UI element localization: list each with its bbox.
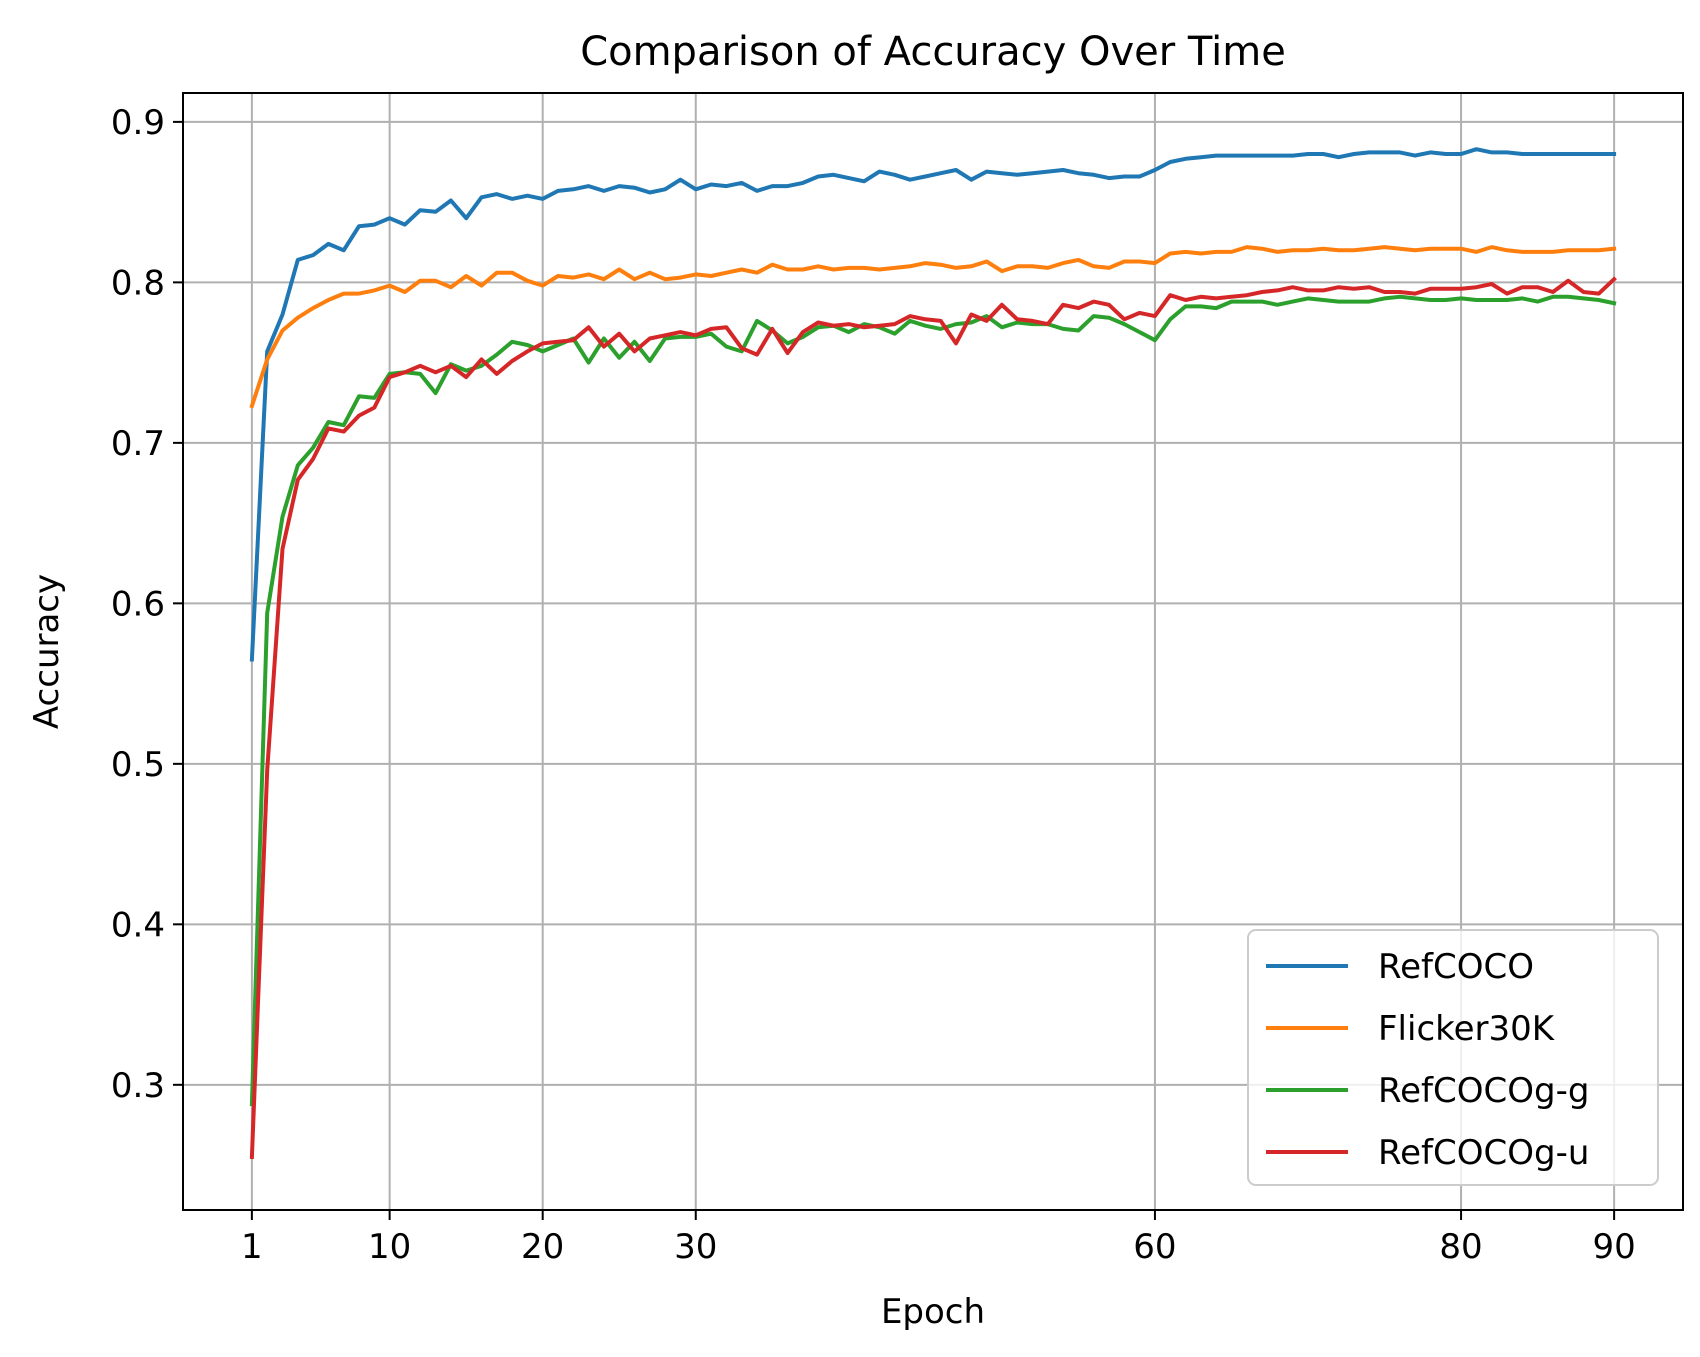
x-tick-label: 1 xyxy=(241,1227,263,1267)
x-tick-label: 20 xyxy=(521,1227,564,1267)
legend-label: RefCOCOg-u xyxy=(1378,1133,1589,1173)
legend-label: RefCOCO xyxy=(1378,947,1534,987)
y-tick-label: 0.3 xyxy=(111,1066,165,1106)
series-line-refcoco xyxy=(249,147,1617,662)
series-line-refcocog-u xyxy=(249,276,1617,1160)
x-tick-label: 10 xyxy=(368,1227,411,1267)
series-line-flicker30k xyxy=(249,245,1617,409)
y-tick-label: 0.9 xyxy=(111,103,165,143)
y-tick-label: 0.6 xyxy=(111,584,165,624)
x-tick-label: 90 xyxy=(1592,1227,1635,1267)
grid-lines xyxy=(183,93,1683,1210)
legend: RefCOCO Flicker30K RefCOCOg-g RefCOCOg-u xyxy=(1247,929,1659,1186)
axis-ticks: 1 10 20 30 60 80 90 0.3 0.4 0.5 0.6 0.7 0.8 0.9 xyxy=(111,103,1636,1267)
x-axis-label: Epoch xyxy=(881,1292,985,1332)
series-line-refcocog-g xyxy=(249,294,1617,1107)
y-tick-label: 0.5 xyxy=(111,745,165,785)
series-lines xyxy=(249,147,1617,1160)
chart-title: Comparison of Accuracy Over Time xyxy=(580,29,1286,75)
y-tick-label: 0.4 xyxy=(111,905,165,945)
plot-frame xyxy=(182,92,1684,1211)
y-axis-label: Accuracy xyxy=(27,574,67,729)
legend-label: Flicker30K xyxy=(1378,1009,1556,1049)
x-tick-label: 30 xyxy=(674,1227,717,1267)
x-tick-label: 60 xyxy=(1133,1227,1176,1267)
legend-box xyxy=(1247,929,1659,1186)
y-tick-label: 0.8 xyxy=(111,263,165,303)
y-tick-label: 0.7 xyxy=(111,424,165,464)
legend-label: RefCOCOg-g xyxy=(1378,1071,1589,1111)
x-tick-label: 80 xyxy=(1439,1227,1482,1267)
